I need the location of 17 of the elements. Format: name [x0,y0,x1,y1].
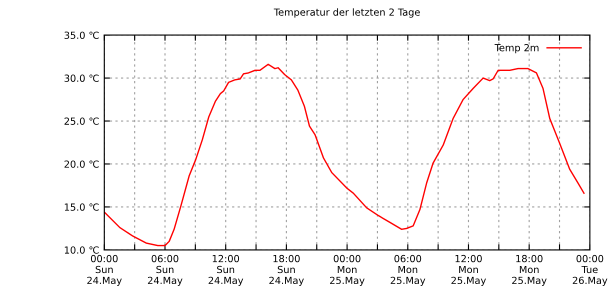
x-tick-label: 06:00 Mon 25.May [390,254,426,286]
x-tick-label: 12:00 Mon 25.May [451,254,486,286]
x-tick-label: 00:00 Sun 24.May [87,254,122,286]
y-tick-label: 25.0 ℃ [64,118,99,125]
y-tick-label: 15.0 ℃ [64,203,99,211]
y-tick-label: 20.0 ℃ [64,160,99,168]
y-tick-label: 10.0 ℃ [64,246,99,254]
y-tick-label: 30.0 ℃ [64,74,99,82]
chart-title: Temperatur der letzten 2 Tage [274,8,420,18]
x-tick-label: 12:00 Sun 24.May [208,254,244,286]
legend-label: Temp 2m [494,44,538,54]
x-tick-label: 00:00 Tue 26.May [572,254,608,286]
y-tick-label: 35.0 ℃ [64,32,99,39]
x-tick-label: 06:00 Sun 24.May [148,254,182,286]
x-tick-label: 18:00 Mon 25.May [512,254,547,286]
x-tick-label: 18:00 Sun 24.May [269,254,304,286]
x-tick-label: 00:00 Mon 25.May [330,254,365,286]
